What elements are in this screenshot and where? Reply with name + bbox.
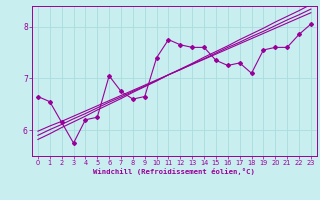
X-axis label: Windchill (Refroidissement éolien,°C): Windchill (Refroidissement éolien,°C) <box>93 168 255 175</box>
